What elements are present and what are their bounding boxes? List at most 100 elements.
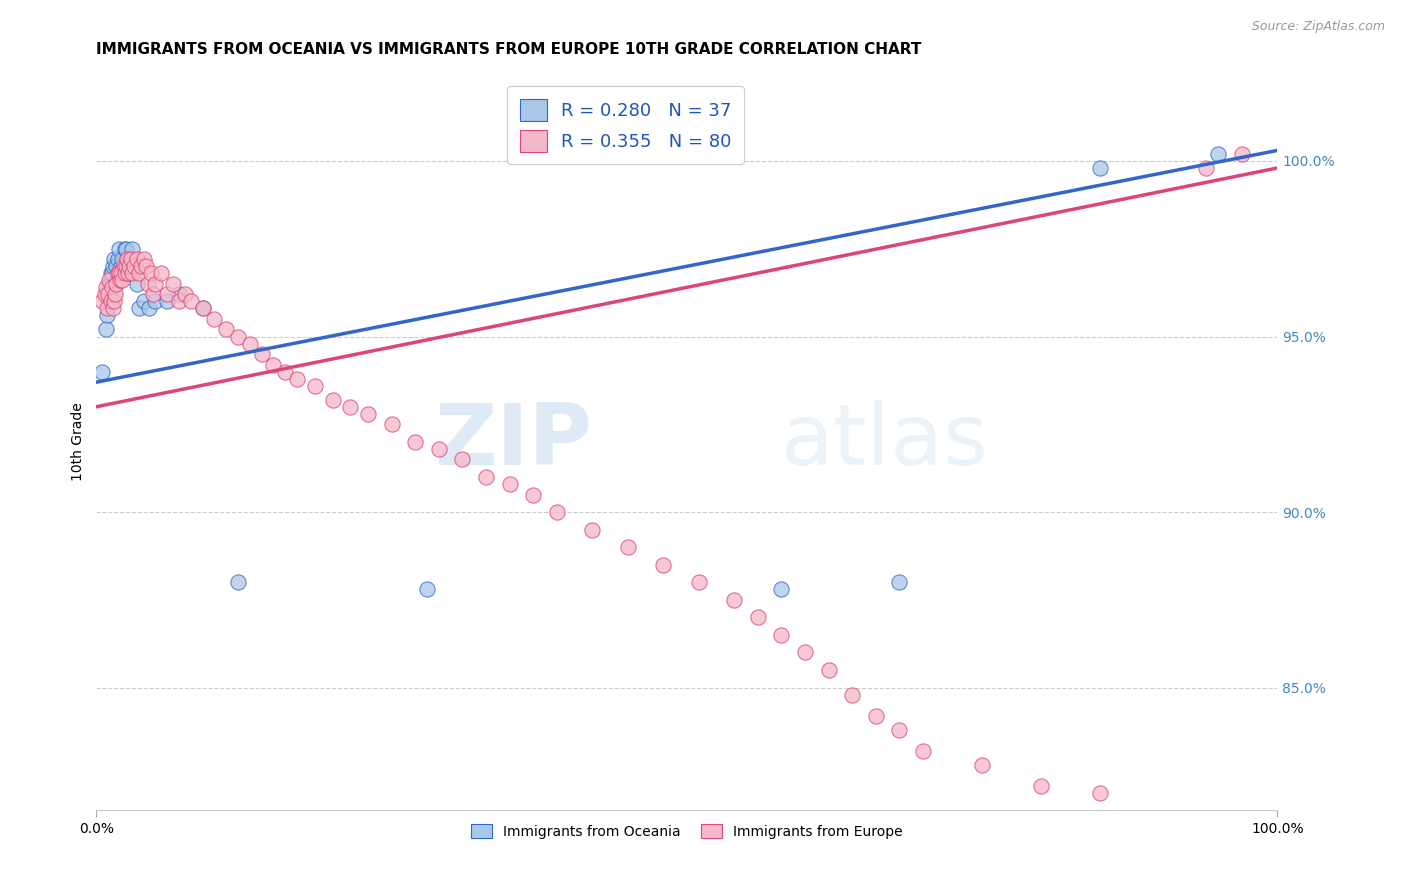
Point <box>115 242 138 256</box>
Point <box>122 260 145 274</box>
Point <box>103 294 125 309</box>
Point <box>304 378 326 392</box>
Legend: Immigrants from Oceania, Immigrants from Europe: Immigrants from Oceania, Immigrants from… <box>465 818 908 844</box>
Point <box>167 294 190 309</box>
Point <box>115 260 138 274</box>
Point <box>357 407 380 421</box>
Text: IMMIGRANTS FROM OCEANIA VS IMMIGRANTS FROM EUROPE 10TH GRADE CORRELATION CHART: IMMIGRANTS FROM OCEANIA VS IMMIGRANTS FR… <box>97 42 922 57</box>
Point <box>1029 779 1052 793</box>
Point <box>120 252 142 267</box>
Point <box>546 505 568 519</box>
Point <box>1088 161 1111 175</box>
Point <box>138 301 160 316</box>
Point <box>498 477 520 491</box>
Point <box>475 470 498 484</box>
Point <box>770 582 793 597</box>
Text: ZIP: ZIP <box>434 401 592 483</box>
Point <box>215 322 238 336</box>
Point <box>97 294 120 309</box>
Point <box>104 277 127 291</box>
Point <box>723 592 745 607</box>
Point <box>115 252 138 267</box>
Point <box>747 610 769 624</box>
Point <box>156 294 179 309</box>
Point <box>132 294 155 309</box>
Point <box>381 417 404 432</box>
Point <box>97 287 120 301</box>
Point <box>100 280 122 294</box>
Point <box>250 347 273 361</box>
Point <box>98 277 121 291</box>
Point <box>115 260 138 274</box>
Point <box>150 266 173 280</box>
Point <box>125 252 148 267</box>
Point <box>125 277 148 291</box>
Point <box>263 358 285 372</box>
Point <box>688 575 710 590</box>
Point <box>118 260 141 274</box>
Point <box>156 287 179 301</box>
Point <box>91 294 114 309</box>
Point <box>174 287 197 301</box>
Point <box>117 266 139 280</box>
Point <box>110 266 132 280</box>
Point <box>118 252 141 267</box>
Point <box>139 266 162 280</box>
Point <box>136 277 159 291</box>
Text: atlas: atlas <box>782 401 990 483</box>
Point <box>93 287 115 301</box>
Point <box>841 688 863 702</box>
Point <box>616 540 638 554</box>
Point <box>122 260 145 274</box>
Point <box>111 273 134 287</box>
Point <box>128 301 150 316</box>
Point <box>793 646 815 660</box>
Point <box>100 266 122 280</box>
Point <box>226 329 249 343</box>
Point <box>128 266 150 280</box>
Point <box>226 575 249 590</box>
Point <box>132 252 155 267</box>
Point <box>339 400 361 414</box>
Y-axis label: 10th Grade: 10th Grade <box>72 402 86 481</box>
Point <box>1088 786 1111 800</box>
Point <box>107 266 129 280</box>
Point <box>239 336 262 351</box>
Point <box>167 287 190 301</box>
Point <box>104 287 127 301</box>
Point <box>285 371 308 385</box>
Point <box>427 442 450 456</box>
Point <box>108 266 131 280</box>
Point <box>145 277 167 291</box>
Point <box>101 260 124 274</box>
Point <box>112 260 135 274</box>
Point <box>522 487 544 501</box>
Point <box>970 757 993 772</box>
Point <box>889 723 911 737</box>
Point <box>451 452 474 467</box>
Point <box>1206 147 1229 161</box>
Point <box>1195 161 1218 175</box>
Point <box>911 744 934 758</box>
Point <box>96 301 118 316</box>
Point <box>889 575 911 590</box>
Point <box>105 277 128 291</box>
Point <box>101 301 124 316</box>
Point <box>110 260 132 274</box>
Point <box>416 582 439 597</box>
Point <box>100 266 122 280</box>
Point <box>94 280 117 294</box>
Point <box>114 266 136 280</box>
Point <box>107 252 129 267</box>
Point <box>204 312 226 326</box>
Point <box>105 260 128 274</box>
Point <box>91 365 114 379</box>
Point <box>107 242 129 256</box>
Point <box>191 301 214 316</box>
Point <box>121 266 143 280</box>
Point <box>162 277 184 291</box>
Point <box>322 392 344 407</box>
Point <box>652 558 675 572</box>
Point <box>770 628 793 642</box>
Point <box>274 365 297 379</box>
